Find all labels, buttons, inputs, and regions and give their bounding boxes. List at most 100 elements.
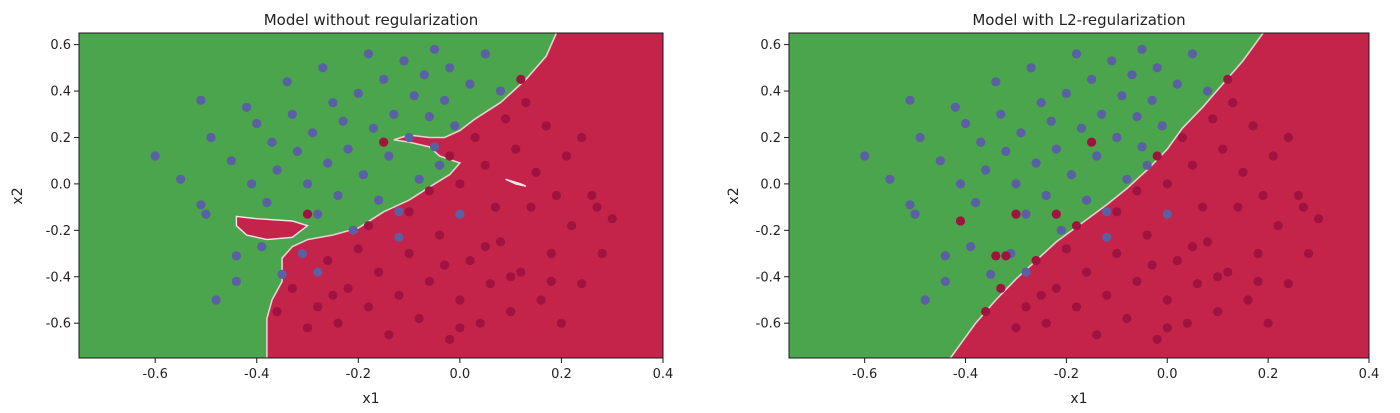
data-point <box>1208 114 1218 124</box>
data-point <box>399 56 409 66</box>
data-point <box>272 307 282 317</box>
data-point <box>267 137 277 147</box>
data-point <box>435 230 445 240</box>
data-point <box>328 98 338 108</box>
data-point <box>1162 323 1172 333</box>
data-point <box>480 49 490 59</box>
data-point <box>1268 151 1278 161</box>
series-red <box>272 74 617 344</box>
data-point <box>445 63 455 73</box>
data-point <box>955 179 966 189</box>
data-point <box>282 77 292 87</box>
data-point <box>1213 307 1223 317</box>
data-point <box>1016 128 1026 138</box>
data-point <box>429 44 440 54</box>
data-point <box>1303 248 1314 259</box>
data-point <box>546 276 556 286</box>
data-point <box>302 179 313 189</box>
data-point <box>176 174 186 184</box>
data-point <box>1172 255 1182 266</box>
data-point <box>495 237 506 247</box>
x-tick-label: 0.4 <box>1359 367 1380 382</box>
data-point <box>1122 313 1132 324</box>
data-point <box>150 151 160 161</box>
data-point <box>1187 160 1198 170</box>
data-point <box>435 160 445 170</box>
data-point <box>1228 98 1238 108</box>
y-tick-label: -0.6 <box>756 317 781 332</box>
data-point <box>1152 151 1162 161</box>
data-point <box>226 156 236 166</box>
data-point <box>1021 302 1031 312</box>
y-tick-label: 0.4 <box>50 85 71 100</box>
data-point <box>1011 209 1021 219</box>
data-point <box>353 88 363 98</box>
data-point <box>313 302 323 312</box>
data-point <box>348 225 358 235</box>
data-point <box>1082 195 1092 205</box>
data-point <box>404 132 414 143</box>
data-point <box>262 197 272 208</box>
data-point <box>211 295 221 305</box>
data-point <box>440 260 450 270</box>
data-point <box>1293 190 1303 201</box>
data-point <box>1107 56 1117 66</box>
data-point <box>991 251 1001 261</box>
data-point <box>231 251 241 261</box>
data-point <box>521 98 531 108</box>
data-point <box>1011 323 1021 333</box>
data-point <box>358 170 368 180</box>
data-point <box>323 255 333 266</box>
data-point <box>577 132 587 143</box>
data-point <box>1102 232 1112 242</box>
data-point <box>424 186 434 196</box>
data-point <box>1162 209 1172 219</box>
data-point <box>1117 91 1127 101</box>
data-point <box>394 232 404 242</box>
x-tick-label: 0.2 <box>1258 367 1279 382</box>
data-point <box>252 118 262 129</box>
data-point <box>465 255 475 266</box>
data-point <box>1187 242 1198 252</box>
data-point <box>1112 132 1122 143</box>
data-point <box>480 242 490 252</box>
data-point <box>333 318 343 328</box>
data-point <box>1223 74 1233 84</box>
plot-frame <box>788 32 1370 359</box>
data-point <box>1076 123 1087 133</box>
data-point <box>328 290 338 300</box>
data-point <box>1218 144 1228 154</box>
data-point <box>404 248 414 259</box>
data-point <box>1192 279 1203 289</box>
data-point <box>1298 202 1308 212</box>
data-point <box>318 63 328 73</box>
data-point <box>1122 174 1132 184</box>
data-point <box>445 334 455 344</box>
data-point <box>455 323 465 333</box>
data-point <box>940 276 950 286</box>
series-blue <box>860 44 1213 305</box>
data-point <box>996 283 1006 293</box>
data-point <box>1203 237 1213 247</box>
data-point <box>196 95 206 105</box>
data-point <box>394 290 404 300</box>
data-point <box>1127 70 1137 80</box>
y-tick-label: -0.4 <box>46 270 71 285</box>
data-point <box>429 142 440 152</box>
data-point <box>541 121 551 131</box>
data-point <box>966 242 976 252</box>
x-tick-label: -0.2 <box>346 367 371 382</box>
data-point <box>1041 318 1051 328</box>
data-point <box>445 151 455 161</box>
data-point <box>1051 144 1061 154</box>
data-point <box>287 109 297 119</box>
x-tick-label: -0.6 <box>852 367 877 382</box>
data-point <box>313 267 323 277</box>
decision-island-red <box>235 215 310 241</box>
data-point <box>885 174 895 184</box>
x-tick-label: 0.4 <box>653 367 674 382</box>
data-point <box>587 190 597 201</box>
data-point <box>414 174 424 184</box>
data-point <box>1066 170 1076 180</box>
data-point <box>485 279 495 289</box>
